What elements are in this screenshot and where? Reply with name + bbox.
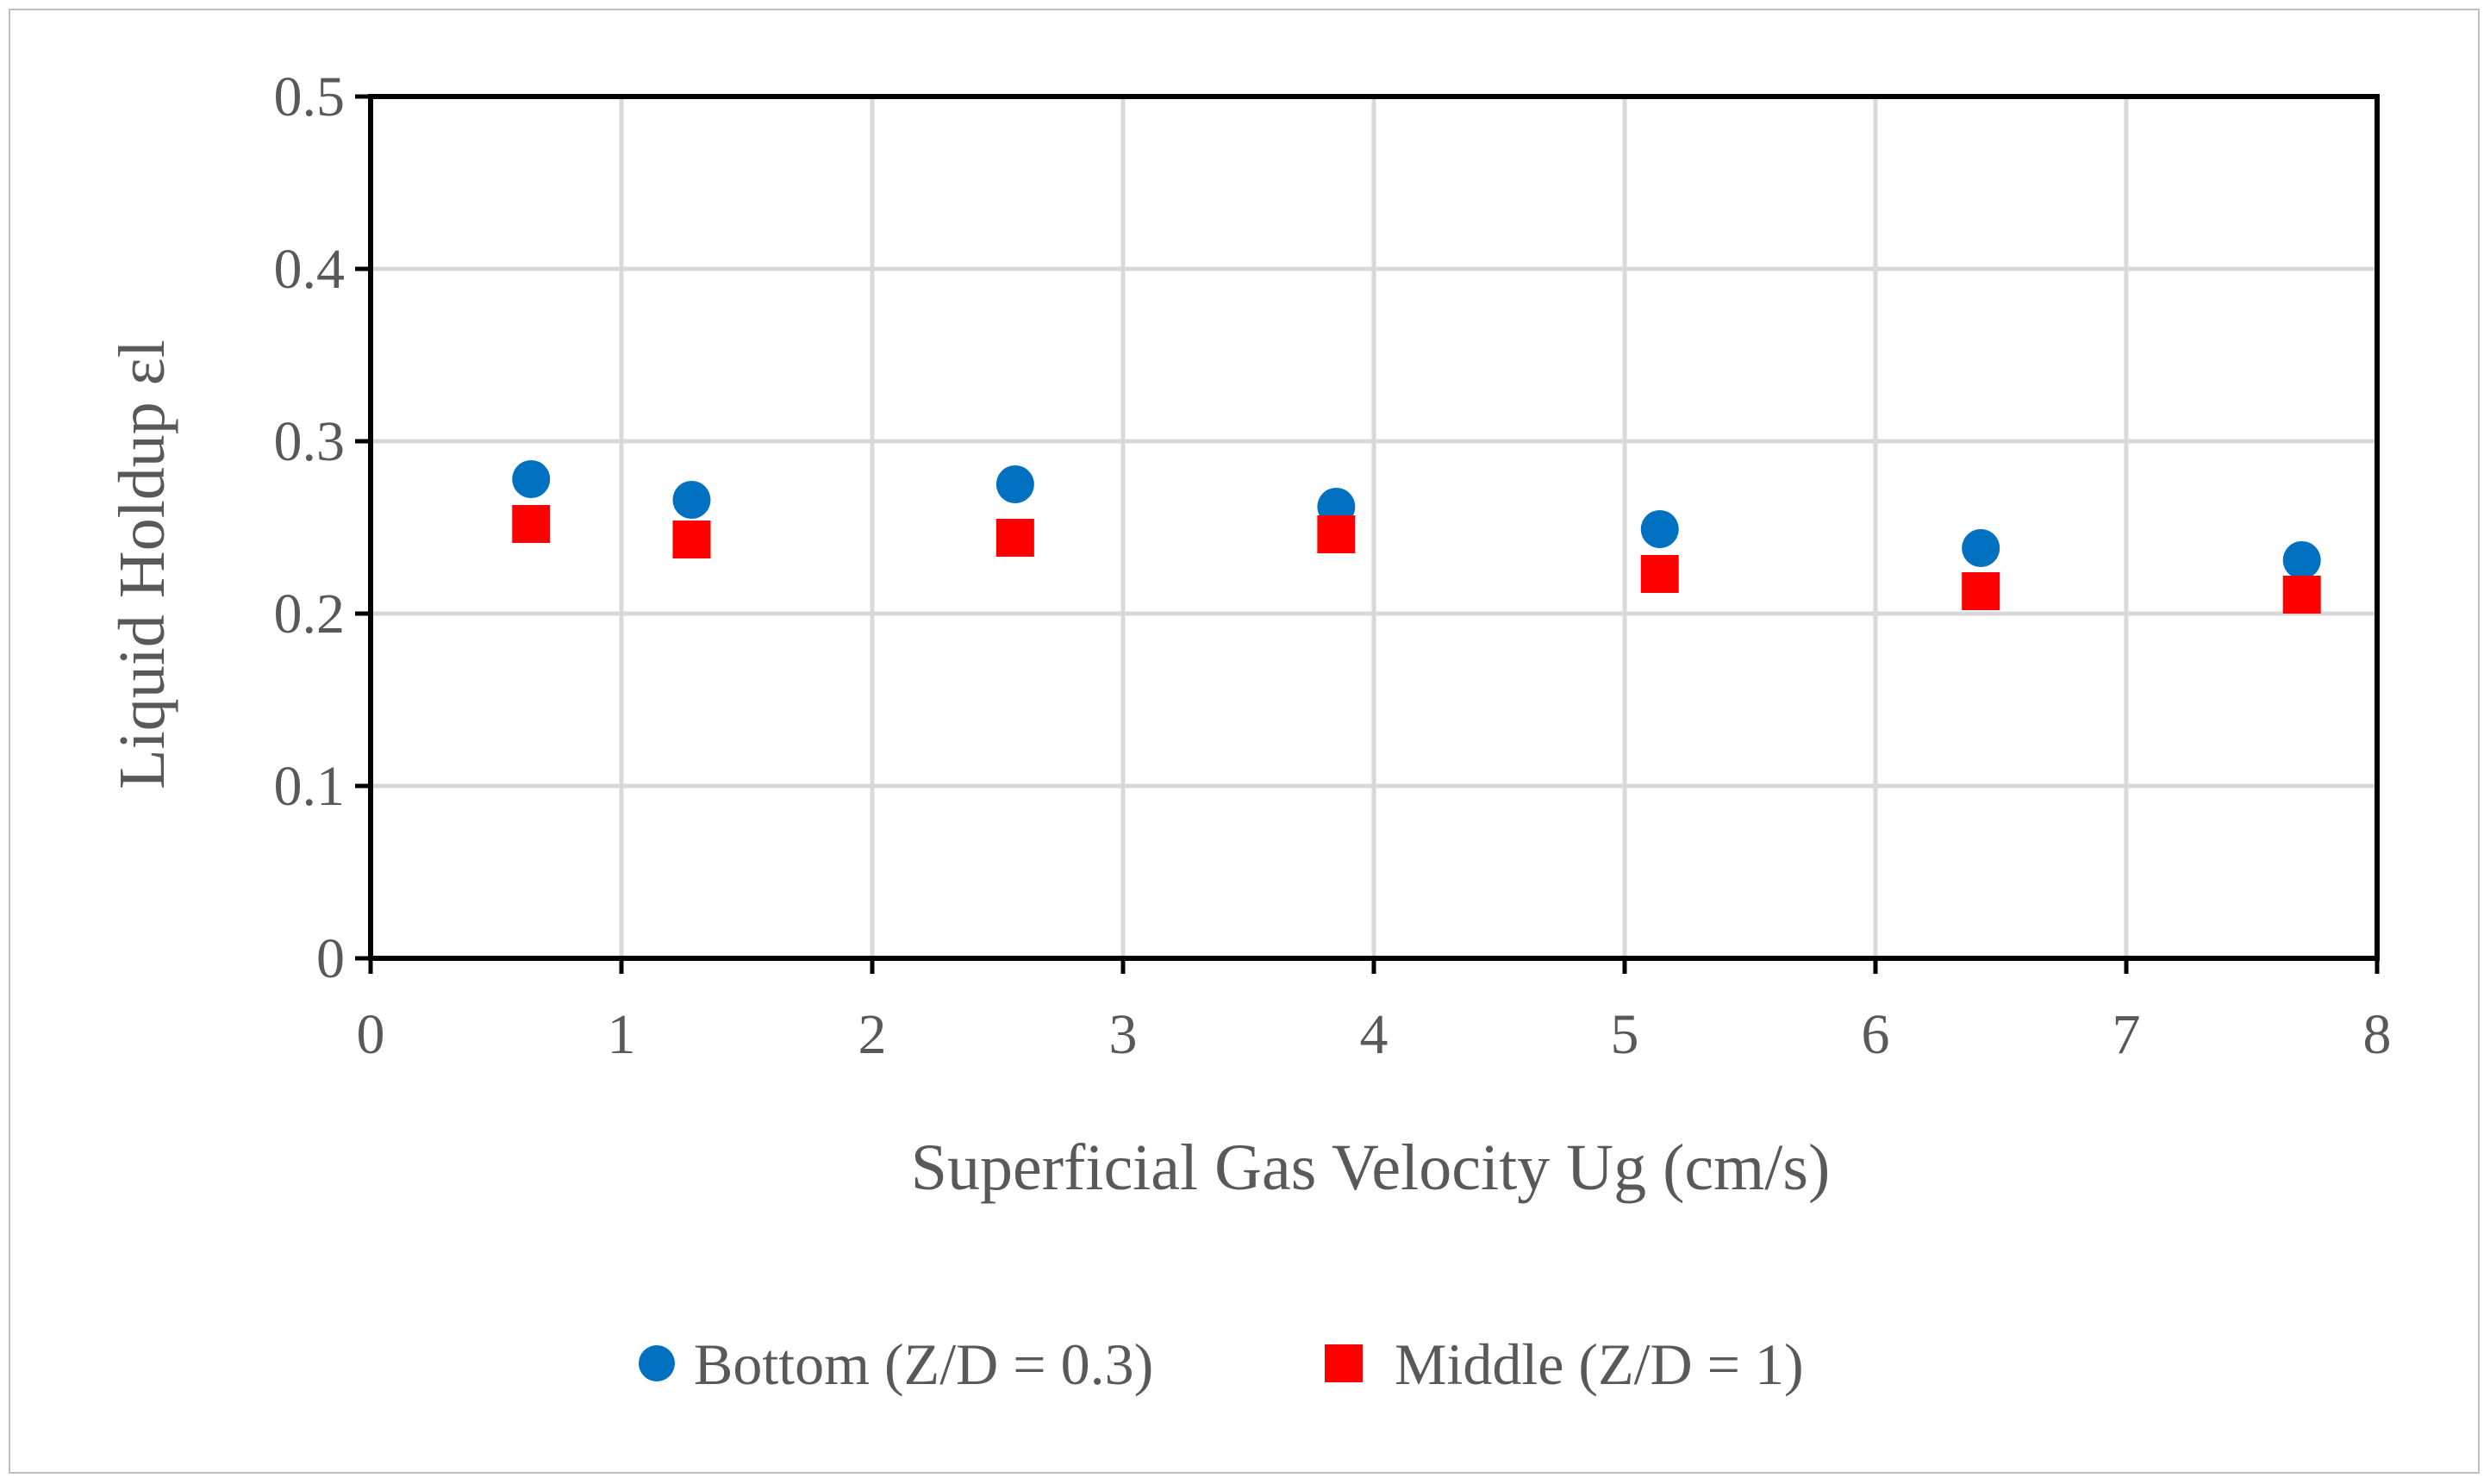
- y-tick-label: 0.2: [274, 583, 346, 645]
- point-bottom: [2282, 541, 2321, 579]
- grid-lines: [371, 97, 2377, 958]
- axes: [355, 94, 2380, 974]
- x-tick-label: 5: [1611, 1003, 1639, 1066]
- point-bottom: [1962, 529, 2000, 567]
- point-middle: [512, 505, 551, 543]
- tick-labels: 0 1 2 3 4 5 6 7 8 0 0.1 0.2 0.3 0.4 0.5: [274, 65, 2392, 1066]
- point-middle: [1640, 555, 1679, 593]
- x-tick-label: 8: [2363, 1003, 2392, 1066]
- legend: Bottom (Z/D = 0.3) Middle (Z/D = 1): [639, 1331, 1804, 1397]
- y-tick-label: 0.4: [274, 238, 346, 301]
- legend-marker-bottom: [639, 1345, 675, 1381]
- point-bottom: [995, 465, 1034, 503]
- point-bottom: [1640, 510, 1679, 548]
- legend-marker-middle: [1325, 1344, 1363, 1382]
- data-points: [512, 460, 2321, 614]
- x-tick-label: 4: [1360, 1003, 1389, 1066]
- point-middle: [995, 519, 1034, 557]
- y-tick-label: 0.5: [274, 65, 346, 128]
- y-tick-label: 0.3: [274, 410, 346, 473]
- x-axis-title: Superficial Gas Velocity Ug (cm/s): [911, 1132, 1831, 1204]
- point-bottom: [672, 481, 711, 519]
- x-tick-label: 0: [357, 1003, 385, 1066]
- point-middle: [2282, 576, 2321, 614]
- x-tick-label: 2: [858, 1003, 887, 1066]
- y-tick-label: 0.1: [274, 755, 346, 818]
- point-middle: [672, 521, 711, 558]
- chart-frame: [9, 9, 2480, 1474]
- x-tick-label: 1: [608, 1003, 636, 1066]
- legend-label-middle: Middle (Z/D = 1): [1395, 1331, 1804, 1397]
- point-middle: [1317, 515, 1356, 553]
- x-tick-label: 7: [2112, 1003, 2141, 1066]
- x-tick-label: 3: [1109, 1003, 1138, 1066]
- legend-label-bottom: Bottom (Z/D = 0.3): [694, 1331, 1153, 1397]
- point-bottom: [512, 460, 551, 498]
- y-tick-label: 0: [316, 927, 345, 990]
- point-middle: [1962, 572, 2000, 610]
- x-tick-label: 6: [1862, 1003, 1890, 1066]
- y-axis-title: Liquid Holdup εl: [106, 340, 178, 789]
